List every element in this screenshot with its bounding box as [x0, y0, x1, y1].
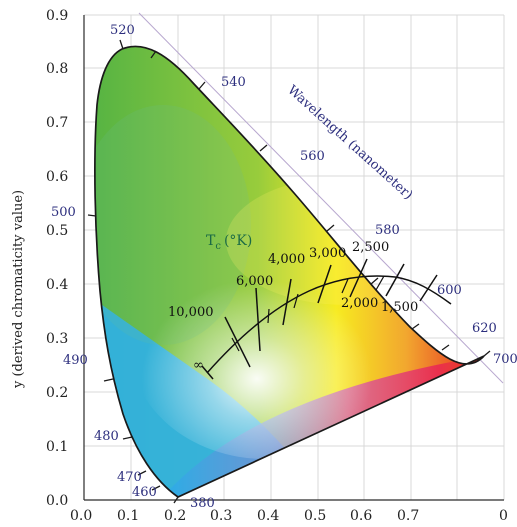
temp-2000: 2,000 — [341, 296, 378, 311]
temp-10000: 10,000 — [168, 305, 214, 320]
wl-580: 580 — [375, 223, 400, 238]
spectral-locus — [94, 45, 485, 498]
y-axis-label: y (derived chromaticity value) — [11, 190, 26, 389]
temperature-labels: 10,000 6,000 4,000 3,000 2,500 2,000 1,5… — [168, 240, 418, 373]
y-tick-9: 0.9 — [46, 8, 68, 24]
wavelength-labels: 380 460 470 480 490 500 520 540 560 580 … — [51, 23, 517, 511]
temp-3000: 3,000 — [309, 246, 346, 261]
x-tick-2: 0.2 — [164, 508, 186, 524]
wl-620: 620 — [472, 321, 497, 336]
y-tick-7: 0.7 — [46, 115, 68, 131]
wl-480: 480 — [94, 429, 119, 444]
tc-unit: (°K) — [224, 233, 252, 249]
y-axis-tick-labels: 0.0 0.1 0.2 0.3 0.4 0.5 0.6 0.7 0.8 0.9 — [46, 8, 68, 509]
y-tick-2: 0.2 — [46, 385, 68, 401]
x-tick-6: 0.6 — [350, 508, 372, 524]
wl-520: 520 — [110, 23, 135, 38]
svg-text:Tc(°K): Tc (°K) — [206, 233, 252, 252]
y-tick-5: 0.5 — [46, 223, 68, 239]
isotherm-1500 — [419, 274, 438, 302]
x-tick-3: 0.3 — [210, 508, 232, 524]
isotherm-10000 — [224, 316, 251, 368]
wl-600: 600 — [437, 283, 462, 298]
wl-490: 490 — [63, 353, 88, 368]
y-tick-1: 0.1 — [46, 439, 68, 455]
color-temperature-label: Tc (°K) — [206, 233, 252, 252]
temp-1500: 1,500 — [381, 300, 418, 315]
wl-460: 460 — [132, 485, 157, 500]
x-tick-4: 0.4 — [257, 508, 279, 524]
y-tick-6: 0.6 — [46, 169, 68, 185]
isotherm-4000 — [282, 278, 292, 326]
y-tick-8: 0.8 — [46, 61, 68, 77]
temp-infinity: ∞ — [193, 358, 204, 373]
chromaticity-gamut — [94, 45, 485, 498]
isotherm-2500 — [349, 258, 368, 298]
purple-diagonal-line — [138, 12, 504, 384]
wavelength-axis-title: Wavelength (nanometer) — [284, 83, 415, 203]
planckian-curve — [206, 275, 452, 374]
temp-4000: 4,000 — [268, 252, 305, 267]
temp-6000: 6,000 — [236, 274, 273, 289]
infinity-marker — [201, 365, 214, 380]
wl-470: 470 — [117, 470, 142, 485]
axes — [83, 15, 504, 501]
x-axis-tick-labels: 0.0 0.1 0.2 0.3 0.4 0.5 0.6 0.7 0 — [70, 508, 508, 524]
y-tick-3: 0.3 — [46, 331, 68, 347]
x-tick-1: 0.1 — [117, 508, 139, 524]
isotherm-6000 — [255, 287, 261, 352]
wl-500: 500 — [51, 205, 76, 220]
wl-540: 540 — [221, 75, 246, 90]
x-tick-0: 0.0 — [70, 508, 92, 524]
isotherm-2000 — [385, 263, 405, 297]
wl-380: 380 — [190, 496, 215, 511]
x-tick-7: 0.7 — [397, 508, 419, 524]
temp-2500: 2,500 — [352, 240, 389, 255]
isotherm-3000 — [317, 264, 332, 304]
wl-560: 560 — [300, 149, 325, 164]
x-tick-5: 0.5 — [304, 508, 326, 524]
x-tick-8: 0 — [499, 508, 508, 524]
tc-title: T — [206, 233, 216, 249]
planckian-locus — [201, 258, 452, 380]
wl-700: 700 — [493, 352, 517, 367]
tc-subscript: c — [215, 241, 221, 252]
y-tick-4: 0.4 — [46, 277, 68, 293]
y-tick-0: 0.0 — [46, 493, 68, 509]
